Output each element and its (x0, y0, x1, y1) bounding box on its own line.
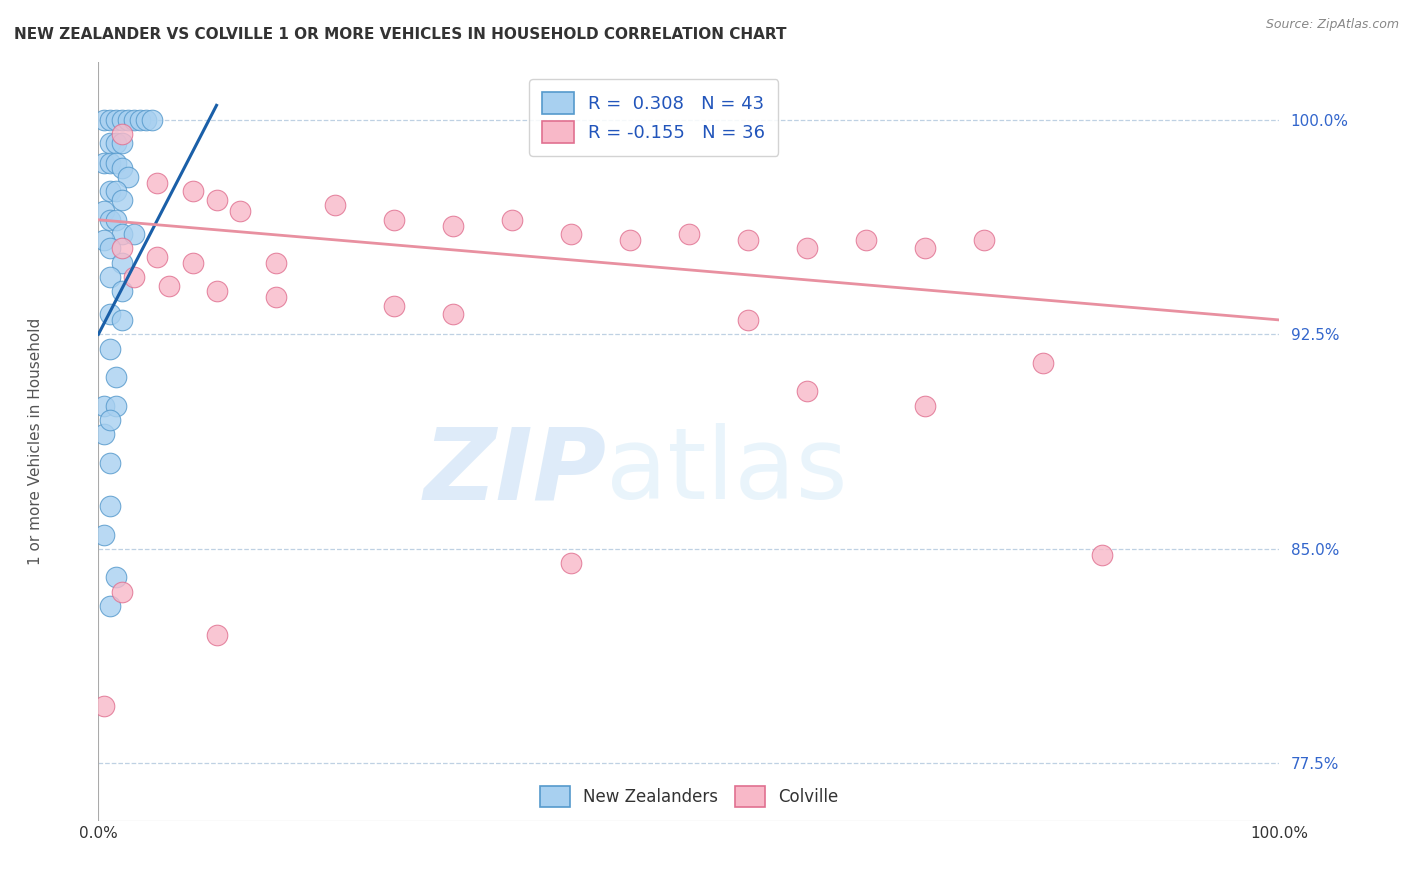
Point (264, 290, 287, 304)
Point (98, 413, 121, 427)
Point (560, 556, 582, 570)
Point (98, 136, 121, 150)
Point (111, 161, 134, 176)
Point (105, 370, 128, 384)
Point (264, 256, 287, 270)
Point (93, 204, 115, 219)
Point (737, 313, 759, 327)
Point (855, 233, 877, 247)
Point (111, 136, 134, 150)
Point (181, 256, 204, 270)
Point (111, 285, 134, 299)
Point (122, 112, 145, 127)
Point (105, 184, 128, 198)
Point (111, 112, 134, 127)
Point (229, 204, 252, 219)
Point (98, 599, 121, 613)
Point (382, 212, 405, 227)
Point (111, 584, 134, 599)
Point (501, 212, 523, 227)
Point (111, 241, 134, 255)
Point (122, 270, 145, 285)
Point (619, 233, 641, 247)
Point (796, 384, 818, 399)
Point (93, 399, 115, 413)
Point (105, 155, 128, 169)
Point (105, 570, 128, 584)
Point (122, 227, 145, 241)
Point (135, 112, 157, 127)
Point (93, 699, 115, 714)
Point (146, 250, 169, 264)
Point (98, 499, 121, 513)
Point (146, 176, 169, 190)
Text: atlas: atlas (606, 424, 848, 520)
Point (98, 184, 121, 198)
Point (914, 241, 936, 255)
Point (105, 136, 128, 150)
Point (93, 427, 115, 442)
Y-axis label: 1 or more Vehicles in Household: 1 or more Vehicles in Household (28, 318, 42, 566)
Text: Source: ZipAtlas.com: Source: ZipAtlas.com (1265, 18, 1399, 31)
Point (105, 112, 128, 127)
Point (205, 285, 228, 299)
Point (441, 219, 464, 233)
Point (98, 112, 121, 127)
Legend: New Zealanders, Colville: New Zealanders, Colville (526, 772, 852, 820)
Text: NEW ZEALANDER VS COLVILLE 1 OR MORE VEHICLES IN HOUSEHOLD CORRELATION CHART: NEW ZEALANDER VS COLVILLE 1 OR MORE VEHI… (14, 27, 786, 42)
Point (914, 399, 936, 413)
Point (382, 299, 405, 313)
Point (117, 169, 139, 184)
Point (737, 233, 759, 247)
Point (93, 233, 115, 247)
Point (98, 307, 121, 321)
Point (678, 227, 700, 241)
Point (93, 155, 115, 169)
Point (105, 212, 128, 227)
Point (111, 127, 134, 141)
Point (1091, 548, 1114, 562)
Point (205, 628, 228, 642)
Point (111, 227, 134, 241)
Point (111, 193, 134, 207)
Point (98, 212, 121, 227)
Point (105, 399, 128, 413)
Point (796, 241, 818, 255)
Point (117, 112, 139, 127)
Point (1032, 356, 1054, 370)
Point (181, 184, 204, 198)
Point (560, 227, 582, 241)
Point (973, 233, 995, 247)
Point (157, 278, 180, 293)
Point (441, 307, 464, 321)
Point (128, 112, 150, 127)
Point (111, 256, 134, 270)
Point (93, 112, 115, 127)
Point (93, 527, 115, 541)
Point (98, 342, 121, 356)
Point (323, 198, 346, 212)
Point (98, 155, 121, 169)
Point (111, 313, 134, 327)
Point (141, 112, 163, 127)
Point (98, 456, 121, 470)
Text: ZIP: ZIP (423, 424, 606, 520)
Point (98, 270, 121, 285)
Point (205, 193, 228, 207)
Point (98, 241, 121, 255)
